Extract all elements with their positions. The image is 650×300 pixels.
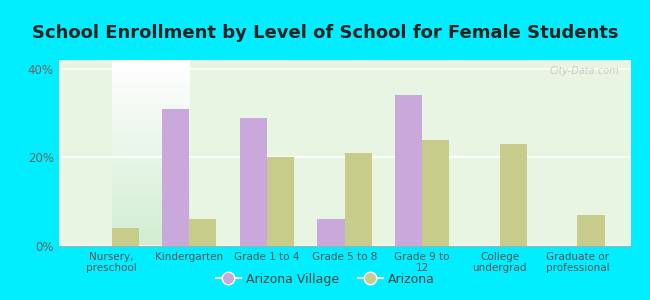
- Bar: [317, 219, 344, 246]
- Bar: [395, 95, 422, 246]
- Legend: Arizona Village, Arizona: Arizona Village, Arizona: [211, 268, 439, 291]
- Text: City-Data.com: City-Data.com: [549, 66, 619, 76]
- Bar: [344, 153, 372, 246]
- Bar: [267, 158, 294, 246]
- Bar: [162, 109, 189, 246]
- Bar: [112, 228, 139, 246]
- Bar: [500, 144, 527, 246]
- Bar: [189, 219, 216, 246]
- Bar: [577, 215, 605, 246]
- Text: School Enrollment by Level of School for Female Students: School Enrollment by Level of School for…: [32, 24, 618, 42]
- Bar: [240, 118, 267, 246]
- Bar: [422, 140, 449, 246]
